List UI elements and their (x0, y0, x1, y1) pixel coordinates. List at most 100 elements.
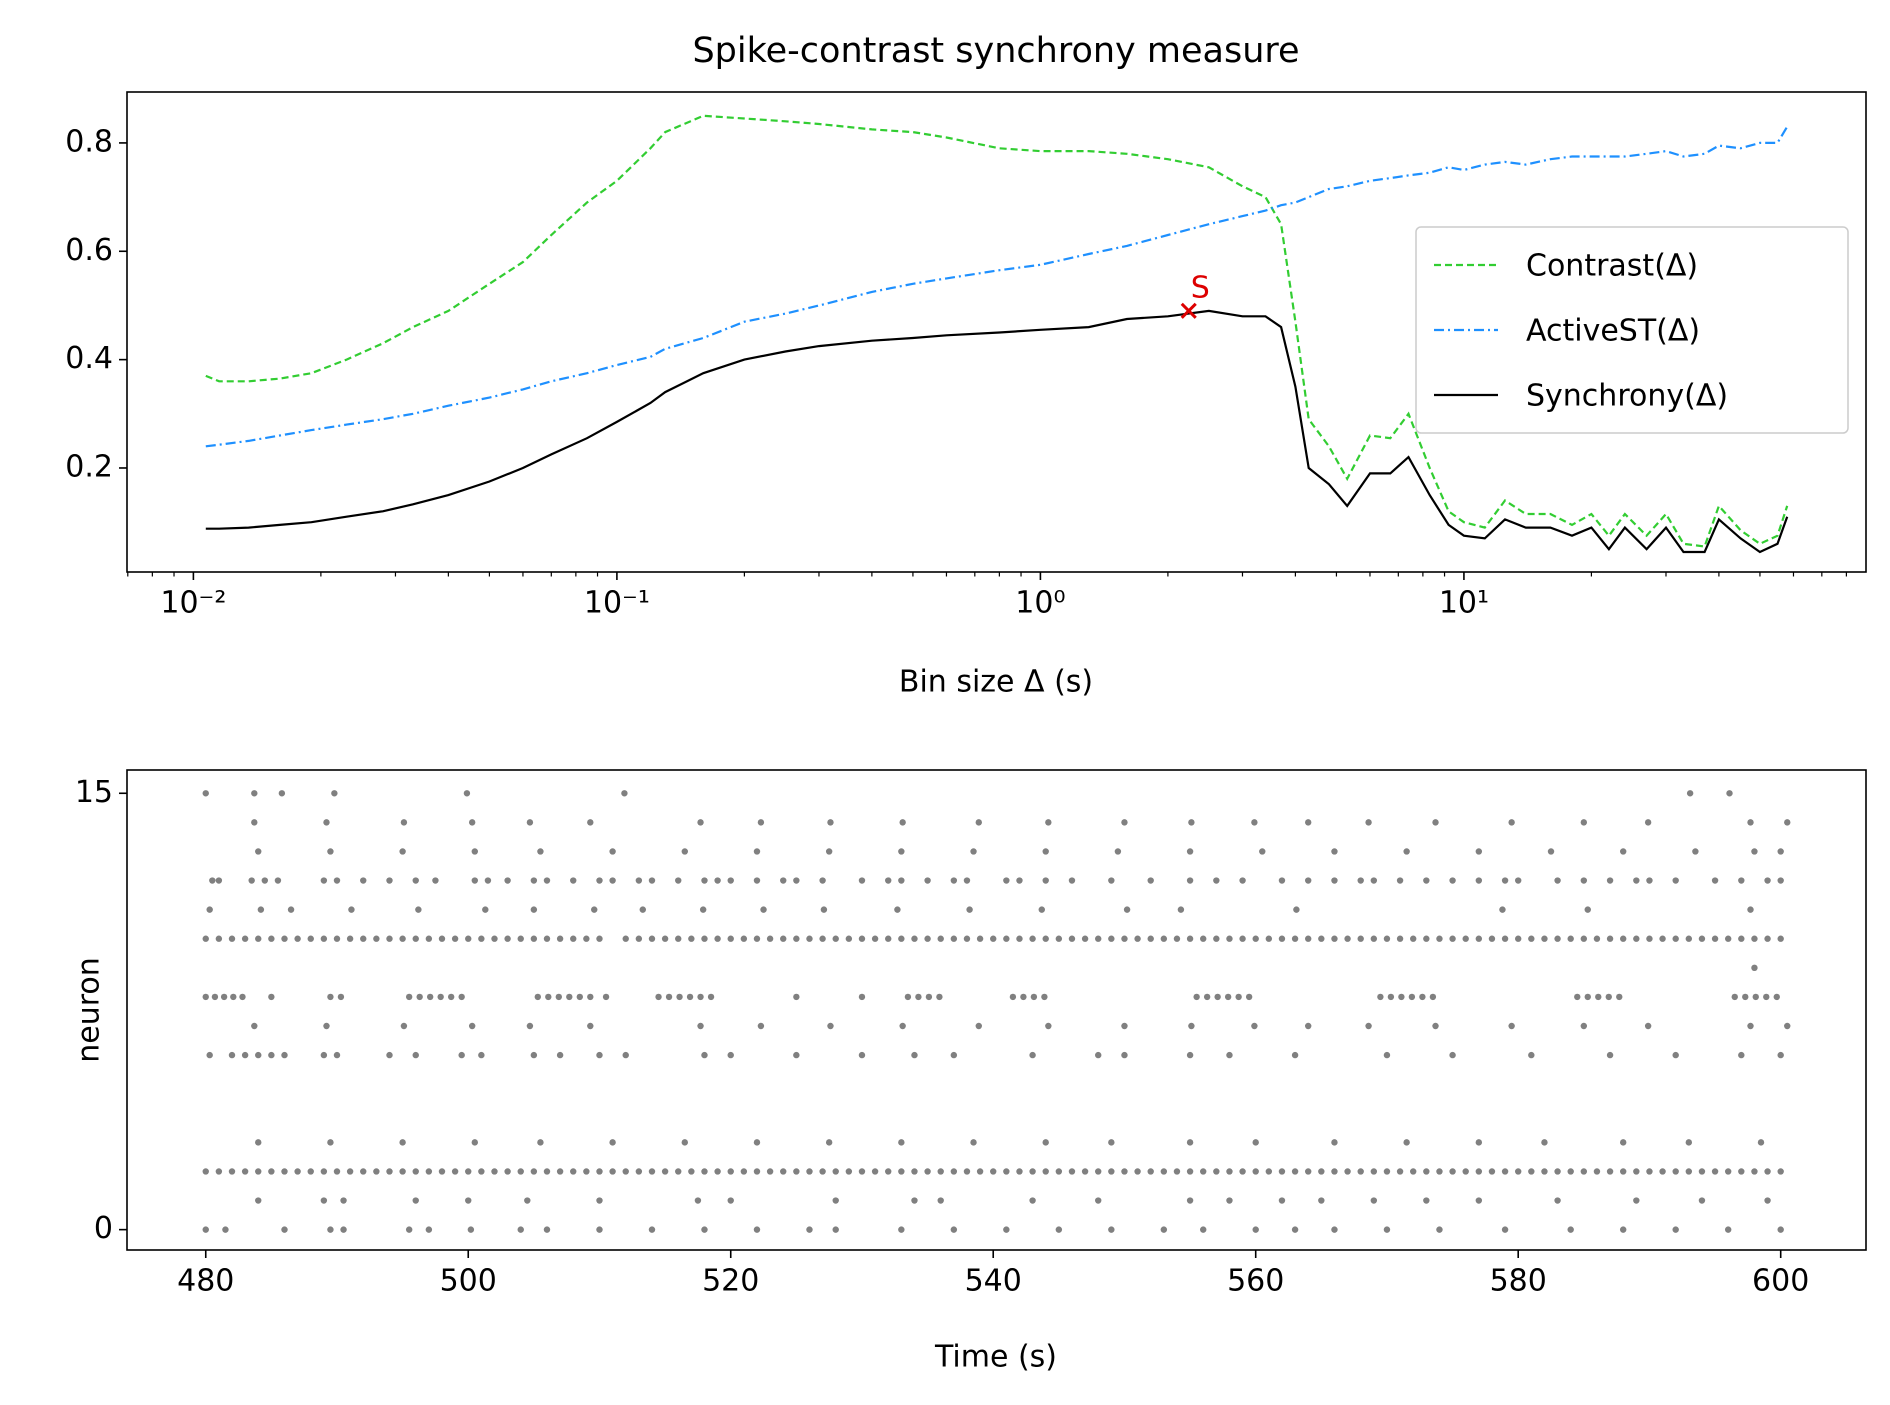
x-tick-label: 500 (440, 1264, 497, 1299)
spike (911, 935, 918, 942)
spike (1291, 1168, 1299, 1175)
spike (1646, 1168, 1653, 1175)
spike (471, 877, 478, 884)
spike (230, 993, 237, 1001)
spike (622, 935, 629, 942)
spike (648, 935, 656, 942)
spike (405, 1226, 413, 1233)
x-tick-label: 580 (1490, 1264, 1547, 1299)
spike (504, 935, 511, 942)
spike (727, 1168, 734, 1175)
spike (1429, 993, 1437, 1001)
spike (1432, 819, 1439, 826)
spike (858, 1168, 866, 1175)
x-tick-label: 10¹ (1439, 586, 1489, 621)
spike (1081, 1168, 1089, 1175)
y-tick-label: 0.6 (65, 233, 113, 268)
spike (465, 935, 472, 942)
x-tick-label: 600 (1752, 1264, 1809, 1299)
spike (1606, 1168, 1614, 1175)
spike (556, 1051, 564, 1059)
spike (1203, 993, 1211, 1001)
spike (1068, 1168, 1076, 1175)
spike (1213, 877, 1220, 884)
spike (399, 1139, 406, 1146)
spike (1584, 993, 1591, 1001)
spike (740, 935, 748, 942)
spike (819, 1168, 826, 1175)
spike (530, 1051, 538, 1059)
spike (1200, 1226, 1207, 1233)
spike (1123, 906, 1131, 913)
spike (438, 935, 446, 942)
spike (1764, 935, 1771, 942)
y-tick-label: 0.4 (65, 341, 113, 376)
spike (1396, 935, 1404, 942)
spike (1357, 935, 1364, 942)
spike (832, 1168, 839, 1175)
spike (202, 790, 209, 797)
spike (898, 848, 905, 855)
spike (885, 877, 892, 884)
spike (1252, 1226, 1259, 1233)
spike (1095, 935, 1102, 942)
spike (386, 1051, 393, 1059)
spike (504, 1168, 511, 1175)
spike (1619, 1168, 1627, 1175)
spike (1508, 1022, 1515, 1030)
spike (1515, 877, 1522, 884)
spike (1777, 1226, 1784, 1233)
spike (1633, 935, 1640, 942)
spike (478, 935, 485, 942)
spike (1344, 1168, 1351, 1175)
x-tick-label: 480 (177, 1264, 234, 1299)
spike (412, 1197, 419, 1204)
spike (1580, 1168, 1588, 1175)
spike (287, 906, 295, 913)
spike (1108, 1226, 1115, 1233)
spike (1370, 1168, 1378, 1175)
spike (1738, 1051, 1745, 1059)
spike (576, 993, 583, 1001)
spike (534, 993, 541, 1001)
spike (1251, 819, 1258, 826)
spike (412, 877, 419, 884)
spike (1432, 1022, 1439, 1030)
spike (1738, 877, 1745, 884)
spike (1186, 1197, 1194, 1204)
spike (1365, 819, 1372, 826)
spike (1068, 877, 1076, 884)
spike (526, 819, 534, 826)
spike (451, 1168, 459, 1175)
spike (1672, 935, 1679, 942)
spike (937, 935, 944, 942)
spike (780, 935, 787, 942)
spike (1357, 1168, 1364, 1175)
spike (1738, 935, 1745, 942)
x-axis-label: Time (s) (934, 1340, 1057, 1375)
spike (1121, 935, 1128, 942)
spike (1528, 1051, 1535, 1059)
spike (1501, 1226, 1509, 1233)
spike (482, 906, 489, 913)
annotation-marker (1180, 302, 1197, 319)
spike (825, 848, 833, 855)
x-tick-label: 560 (1227, 1264, 1284, 1299)
spike (222, 1226, 229, 1233)
spike (399, 935, 406, 942)
spike (399, 848, 406, 855)
spike (202, 993, 209, 1001)
spike (257, 906, 265, 913)
spike (274, 877, 282, 884)
spike (727, 935, 734, 942)
spike (241, 935, 249, 942)
spike (1055, 1168, 1063, 1175)
spike (1147, 935, 1154, 942)
spike (1357, 877, 1364, 884)
spike (1731, 993, 1738, 1001)
spike (1009, 993, 1017, 1001)
spike (425, 935, 433, 942)
spike (681, 1139, 688, 1146)
